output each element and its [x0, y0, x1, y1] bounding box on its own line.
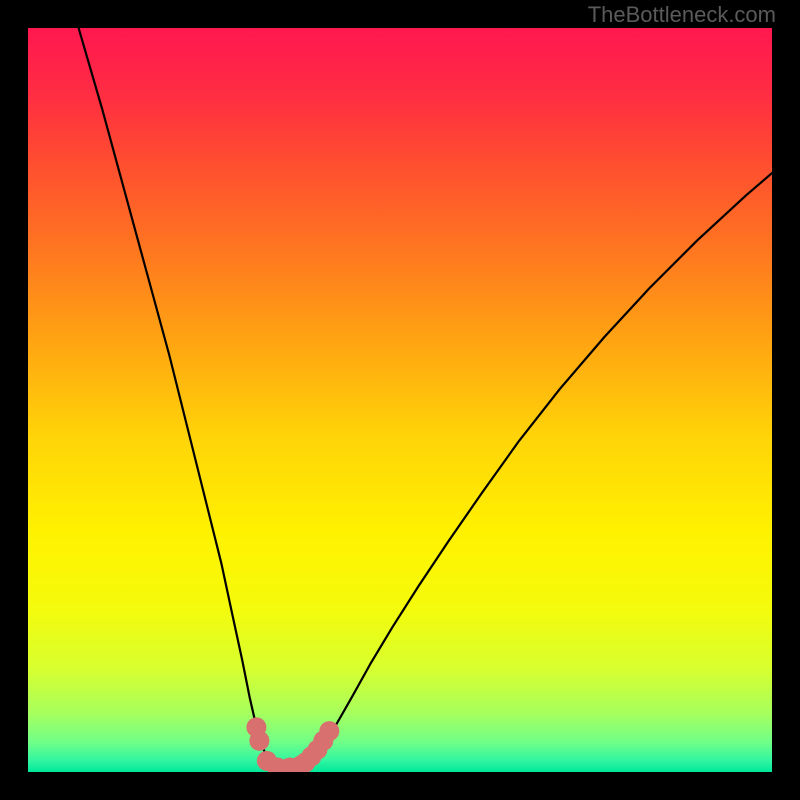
plot-svg — [28, 28, 772, 772]
chart-container: TheBottleneck.com — [0, 0, 800, 800]
plot-area — [28, 28, 772, 772]
watermark-text: TheBottleneck.com — [588, 2, 776, 28]
data-marker — [319, 721, 339, 741]
data-marker — [249, 731, 269, 751]
gradient-background — [28, 28, 772, 772]
